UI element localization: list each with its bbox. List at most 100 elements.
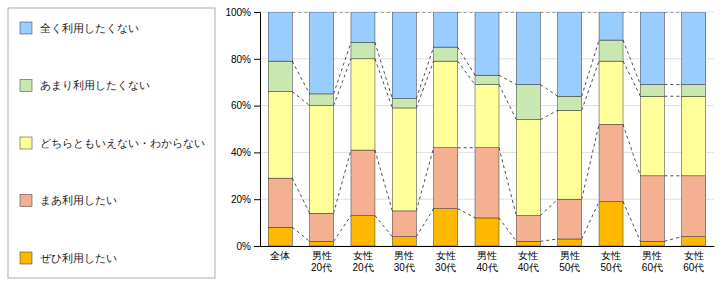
connector-line	[623, 12, 640, 13]
connector-line	[416, 61, 433, 108]
bar-segment	[599, 124, 623, 201]
connector-line	[375, 12, 392, 13]
connector-line	[334, 59, 351, 106]
tick-mark	[254, 12, 260, 13]
legend-label: ぜひ利用したい	[40, 252, 117, 265]
connector-line	[334, 12, 351, 13]
legend-item: あまり利用したくない	[20, 79, 150, 92]
tick-label: 全体	[270, 250, 290, 261]
tick-label: 女性30代	[435, 250, 456, 273]
connector-line	[499, 12, 516, 13]
bar-segment	[434, 148, 458, 209]
tick: 全体	[270, 250, 290, 261]
bar-segment	[310, 213, 334, 241]
bar-segment	[516, 85, 540, 120]
tick: 女性20代	[352, 250, 373, 273]
tick-label-line: 男性	[394, 250, 414, 261]
connector-line	[664, 175, 681, 176]
tick-label: 0%	[237, 241, 252, 252]
tick-label-line: 男性	[477, 250, 497, 261]
tick: 男性40代	[476, 250, 497, 273]
connector-line	[623, 202, 640, 242]
bar-segment	[310, 12, 334, 94]
bar-segment	[640, 12, 664, 85]
connector-line	[292, 227, 309, 241]
series	[268, 59, 705, 216]
tick-label: 60%	[231, 100, 251, 111]
bar-segment	[310, 94, 334, 106]
connector-line	[582, 202, 599, 239]
connector-line	[623, 61, 640, 96]
tick-label: 20%	[231, 194, 251, 205]
tick-label-line: 男性	[560, 250, 580, 261]
tick-label-line: 60代	[683, 262, 704, 273]
tick-label-line: 女性	[601, 250, 621, 261]
tick-label: 男性20代	[311, 250, 332, 273]
axis-line	[254, 13, 261, 247]
tick: 男性30代	[394, 250, 415, 273]
legend-label: あまり利用したくない	[40, 79, 150, 92]
bar-segment	[516, 216, 540, 242]
legend-swatch	[20, 252, 32, 264]
connector-line	[375, 150, 392, 211]
bar-segment	[599, 40, 623, 61]
tick-label: 80%	[231, 54, 251, 65]
bar-segment	[434, 61, 458, 148]
bar-segment	[516, 12, 540, 85]
tick-label: 女性20代	[352, 250, 373, 273]
bar-segment	[682, 96, 706, 176]
tick-label-line: 女性	[436, 250, 456, 261]
bar-segment	[475, 12, 499, 75]
tick-label-line: 30代	[394, 262, 415, 273]
connector-line	[664, 84, 681, 85]
connector-line	[623, 40, 640, 84]
tick-label-line: 40代	[476, 262, 497, 273]
bar-segment	[558, 12, 582, 96]
bar-segment	[640, 96, 664, 176]
connector-line	[292, 12, 309, 13]
bar-segment	[475, 218, 499, 246]
connector-line	[664, 12, 681, 13]
bar-segment	[682, 12, 706, 85]
tick-label: 100%	[225, 7, 251, 18]
connector-line	[458, 61, 475, 84]
connector-line	[292, 61, 309, 94]
tick-label-line: 20代	[311, 262, 332, 273]
connector-line	[623, 124, 640, 175]
tick-label: 男性40代	[476, 250, 497, 273]
tick-label-line: 50代	[559, 262, 580, 273]
legend: 全く利用したくないあまり利用したくないどちらともいえない・わからないまあ利用した…	[8, 8, 215, 278]
tick: 100%	[225, 7, 260, 18]
bar-segment	[310, 106, 334, 214]
connector-line	[292, 178, 309, 213]
bar-segment	[351, 59, 375, 150]
bar-segment	[475, 148, 499, 218]
tick-mark	[254, 59, 260, 60]
bar-segment	[268, 12, 292, 61]
x-axis: 全体男性20代女性20代男性30代女性30代男性40代女性40代男性50代女性5…	[261, 247, 715, 273]
bar-segment	[599, 61, 623, 124]
tick-label: 40%	[231, 147, 251, 158]
connector-line	[458, 209, 475, 218]
tick-mark	[254, 106, 260, 107]
bar-segment	[310, 241, 334, 246]
bar-segment	[434, 209, 458, 246]
series	[268, 12, 705, 99]
bar-segment	[599, 12, 623, 40]
connector-line	[582, 124, 599, 199]
tick-label-line: 男性	[642, 250, 662, 261]
connector-line	[664, 96, 681, 97]
connector-line	[582, 40, 599, 96]
tick-label-line: 30代	[435, 262, 456, 273]
tick: 60%	[231, 100, 260, 111]
connector-line	[499, 218, 516, 241]
bar-segment	[558, 239, 582, 246]
bar-segment	[475, 75, 499, 84]
chart: 0%20%40%60%80%100%全体男性20代女性20代男性30代女性30代…	[0, 0, 728, 286]
bar-segment	[268, 178, 292, 227]
bar-segment	[558, 96, 582, 110]
bar-segment	[434, 47, 458, 61]
connector-line	[334, 42, 351, 93]
tick-mark	[254, 152, 260, 153]
bar-segment	[640, 241, 664, 246]
